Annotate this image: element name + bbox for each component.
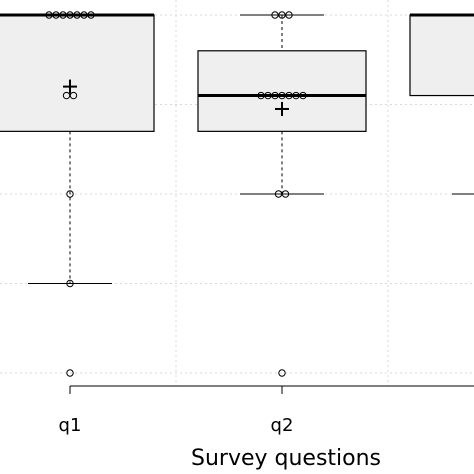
data-point	[80, 11, 88, 19]
data-point	[274, 190, 283, 198]
data-point	[264, 91, 272, 100]
data-point	[285, 91, 293, 100]
data-point	[271, 91, 279, 100]
data-point	[299, 91, 307, 100]
data-point	[66, 190, 74, 198]
data-point	[69, 91, 78, 100]
data-point	[66, 11, 74, 19]
data-point	[73, 11, 81, 19]
data-point	[257, 91, 265, 100]
x-tick-label-q1: q1	[59, 415, 82, 436]
data-point	[45, 11, 53, 19]
data-point	[66, 279, 74, 288]
box-q2	[197, 11, 367, 377]
box-q1	[0, 11, 155, 377]
data-point	[278, 369, 286, 377]
box-layer	[0, 11, 474, 377]
data-point	[292, 91, 300, 100]
box-body	[0, 14, 155, 132]
data-point	[59, 11, 67, 19]
box-body	[197, 50, 367, 132]
data-point	[281, 190, 290, 198]
data-point	[278, 11, 286, 19]
x-tick-label-q2: q2	[271, 415, 294, 436]
data-point	[66, 369, 74, 377]
x-axis: q1 q2 Survey questions	[59, 385, 474, 471]
data-point	[87, 11, 95, 19]
data-point	[62, 91, 71, 100]
data-point	[278, 91, 286, 100]
data-point	[271, 11, 279, 19]
data-point	[285, 11, 293, 19]
box-q3	[409, 13, 474, 195]
box-body	[409, 14, 474, 97]
grid-layer	[0, 0, 474, 386]
data-point	[52, 11, 60, 19]
x-axis-title: Survey questions	[191, 446, 381, 471]
